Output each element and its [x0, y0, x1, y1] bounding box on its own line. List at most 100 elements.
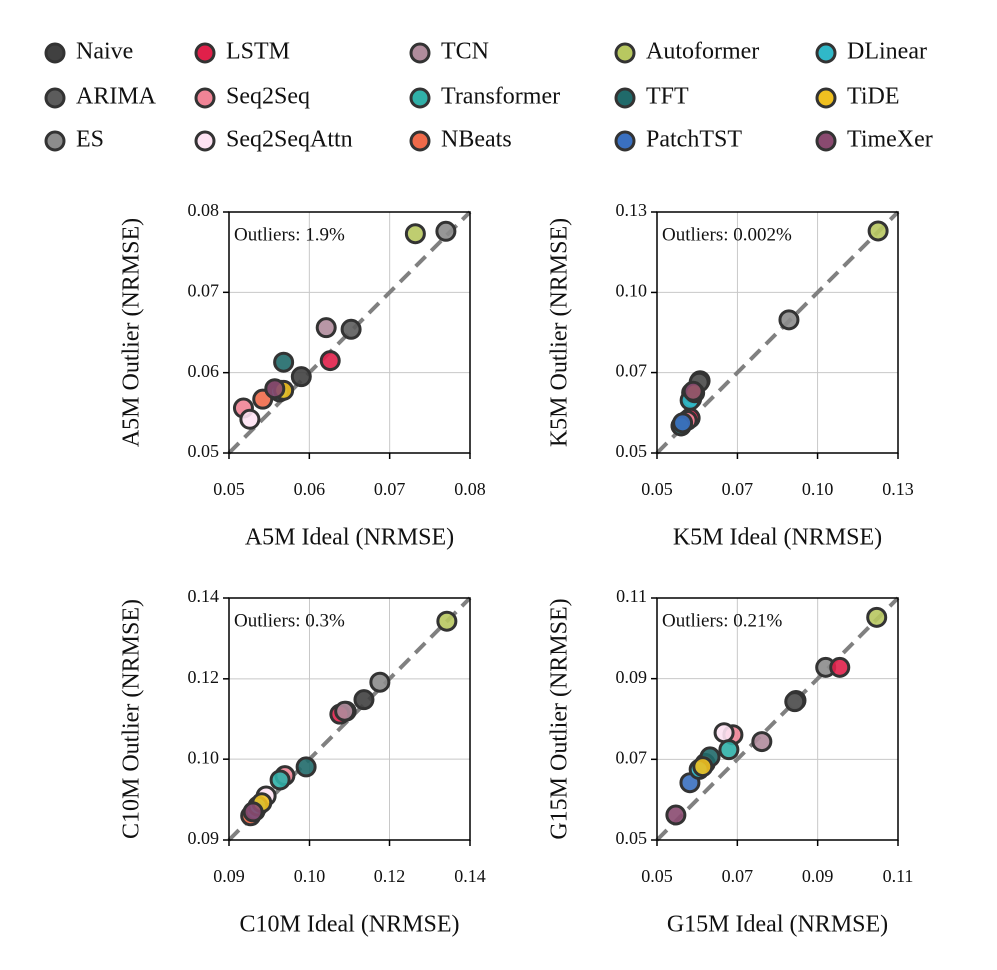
- legend-marker: [614, 87, 636, 109]
- legend-label: PatchTST: [646, 127, 742, 153]
- legend-label: ARIMA: [76, 84, 157, 110]
- scatter-point: [264, 378, 286, 400]
- annotation: Outliers: 0.21%: [662, 610, 782, 631]
- y-tick-label: 0.07: [616, 747, 648, 767]
- x-axis-label: K5M Ideal (NRMSE): [673, 525, 882, 551]
- scatter-point: [353, 689, 375, 711]
- y-axis-label: C10M Outlier (NRMSE): [119, 599, 145, 839]
- x-tick-label: 0.05: [641, 479, 673, 499]
- legend-marker: [409, 87, 431, 109]
- annotation: Outliers: 0.002%: [662, 224, 792, 245]
- legend-label: TimeXer: [847, 127, 933, 153]
- scatter-point: [269, 769, 291, 791]
- y-axis-label: K5M Outlier (NRMSE): [547, 218, 573, 447]
- annotation: Outliers: 0.3%: [234, 610, 345, 631]
- x-tick-label: 0.14: [454, 866, 486, 886]
- x-tick-label: 0.06: [294, 479, 326, 499]
- legend-label: TCN: [441, 39, 489, 65]
- x-tick-label: 0.08: [454, 479, 486, 499]
- x-tick-label: 0.10: [802, 479, 834, 499]
- y-tick-label: 0.05: [616, 441, 648, 461]
- plot-frame: [228, 211, 471, 454]
- scatter-point: [718, 739, 740, 761]
- scatter-point: [672, 412, 694, 434]
- scatter-point: [239, 408, 261, 430]
- legend-marker: [409, 42, 431, 64]
- y-tick-label: 0.05: [616, 828, 648, 848]
- identity-line: [227, 210, 472, 455]
- legend-label: LSTM: [226, 39, 290, 65]
- scatter-point: [751, 731, 773, 753]
- y-tick-label: 0.09: [616, 667, 648, 687]
- x-tick-label: 0.13: [882, 479, 914, 499]
- x-tick-label: 0.05: [213, 479, 245, 499]
- scatter-point: [319, 350, 341, 372]
- scatter-point: [404, 223, 426, 245]
- legend-marker: [194, 130, 216, 152]
- legend-marker: [194, 87, 216, 109]
- x-tick-label: 0.05: [641, 866, 673, 886]
- identity-line: [655, 596, 900, 842]
- y-tick-label: 0.12: [188, 667, 220, 687]
- legend-marker: [194, 42, 216, 64]
- scatter-point: [829, 656, 851, 678]
- scatter-point: [242, 801, 264, 823]
- y-tick-label: 0.06: [188, 361, 220, 381]
- y-tick-label: 0.09: [188, 828, 220, 848]
- y-tick-label: 0.07: [616, 361, 648, 381]
- legend-marker: [44, 42, 66, 64]
- legend-label: NBeats: [441, 127, 512, 153]
- y-tick-label: 0.07: [188, 280, 220, 300]
- legend-label: ES: [76, 127, 104, 153]
- annotation: Outliers: 1.9%: [234, 224, 345, 245]
- scatter-point: [665, 804, 687, 826]
- scatter-point: [295, 756, 317, 778]
- x-tick-label: 0.12: [374, 866, 406, 886]
- scatter-point: [435, 220, 457, 242]
- legend-marker: [815, 42, 837, 64]
- scatter-point: [273, 351, 295, 373]
- scatter-point: [369, 671, 391, 693]
- plot-frame: [656, 211, 899, 454]
- legend-label: TiDE: [847, 84, 899, 110]
- scatter-point: [692, 756, 714, 778]
- scatter-point: [713, 722, 735, 744]
- legend-marker: [614, 130, 636, 152]
- y-tick-label: 0.10: [616, 281, 648, 301]
- y-tick-label: 0.11: [616, 586, 647, 606]
- y-axis-label: G15M Outlier (NRMSE): [547, 598, 573, 839]
- x-tick-label: 0.09: [802, 866, 834, 886]
- x-tick-label: 0.07: [722, 866, 754, 886]
- y-tick-label: 0.08: [188, 200, 220, 220]
- scatter-point: [436, 610, 458, 632]
- scatter-point: [682, 380, 704, 402]
- scatter-point: [784, 691, 806, 713]
- scatter-point: [340, 318, 362, 340]
- legend-label: Seq2SeqAttn: [226, 127, 353, 153]
- x-tick-label: 0.07: [722, 479, 754, 499]
- legend-marker: [44, 87, 66, 109]
- legend-marker: [815, 87, 837, 109]
- legend-marker: [44, 130, 66, 152]
- legend-marker: [409, 130, 431, 152]
- legend-label: Naive: [76, 39, 133, 65]
- plot-frame: [228, 597, 471, 841]
- x-tick-label: 0.11: [883, 866, 914, 886]
- scatter-point: [334, 700, 356, 722]
- legend-label: Transformer: [441, 84, 560, 110]
- scatter-point: [867, 220, 889, 242]
- legend-label: DLinear: [847, 39, 927, 65]
- legend-label: TFT: [646, 84, 689, 110]
- x-tick-label: 0.09: [213, 866, 245, 886]
- legend-label: Seq2Seq: [226, 84, 310, 110]
- scatter-point: [866, 606, 888, 628]
- y-axis-label: A5M Outlier (NRMSE): [119, 218, 145, 447]
- scatter-point: [315, 317, 337, 339]
- y-tick-label: 0.14: [188, 586, 220, 606]
- legend-marker: [614, 42, 636, 64]
- x-axis-label: C10M Ideal (NRMSE): [240, 912, 460, 938]
- scatter-point: [778, 309, 800, 331]
- x-axis-label: G15M Ideal (NRMSE): [667, 912, 888, 938]
- plot-frame: [656, 597, 899, 841]
